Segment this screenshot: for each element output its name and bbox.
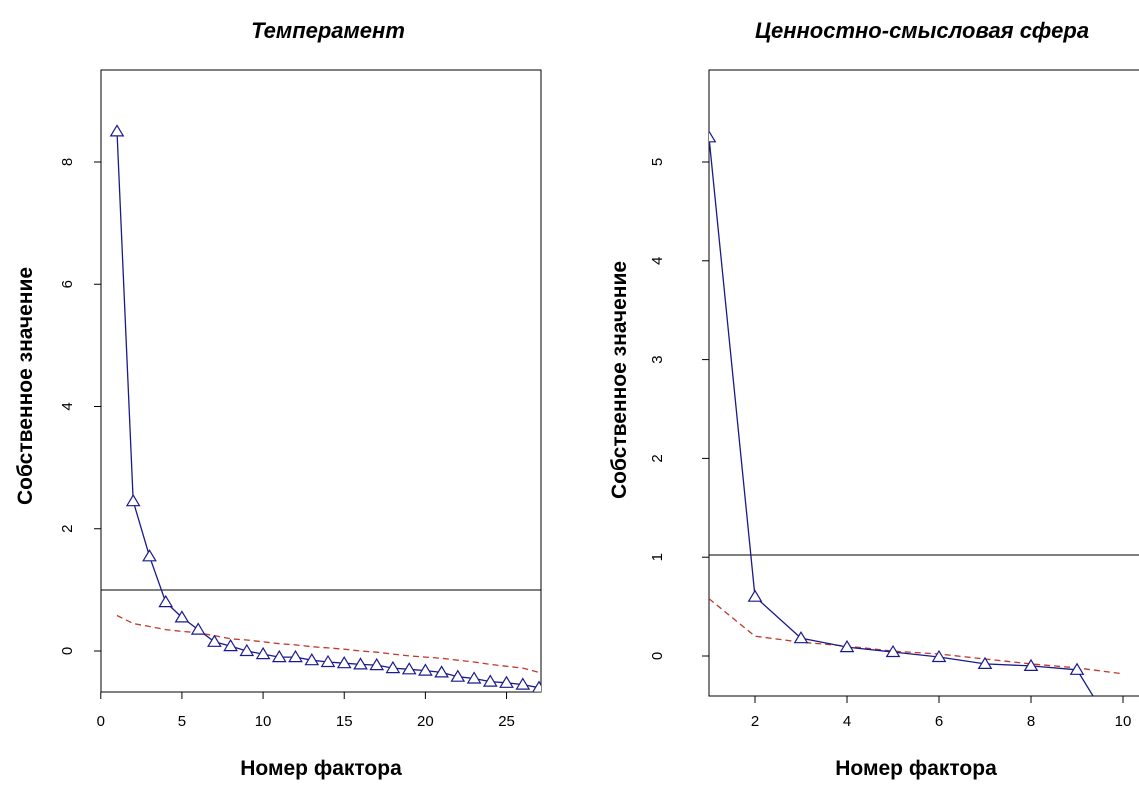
y-tick-label: 3: [649, 355, 666, 363]
x-tick-label: 0: [97, 713, 105, 730]
series-line-eigenvalues: [116, 131, 540, 689]
data-point-triangle: [142, 549, 157, 562]
plot-area: [709, 130, 1124, 696]
data-point-triangle: [385, 660, 401, 674]
x-tick-label: 2: [751, 713, 759, 730]
x-axis-label: Номер фактора: [835, 757, 997, 780]
x-tick-label: 25: [498, 713, 515, 730]
x-tick-label: 10: [1115, 713, 1132, 730]
series-line-random-eigenvalues: [709, 598, 1124, 675]
data-point-triangle: [499, 675, 514, 688]
data-point-triangle: [304, 653, 320, 666]
data-point-triangle: [482, 674, 498, 687]
plot-frame: [708, 69, 1139, 697]
data-point-triangle: [320, 654, 336, 668]
data-point-triangle: [223, 638, 238, 652]
data-point-triangle: [271, 649, 287, 663]
y-tick-label: 6: [59, 280, 76, 288]
y-tick-label: 5: [649, 158, 666, 166]
x-axis-label: Номер фактора: [240, 757, 402, 780]
data-point-triangle: [174, 610, 190, 623]
data-point-triangle: [255, 646, 271, 660]
data-point-triangle: [239, 643, 255, 657]
y-axis-label: Собственное значение: [14, 267, 37, 505]
data-point-triangle: [885, 644, 901, 658]
chart-panel-temperament: Темперамент 0 5 10 15 20 25 0 2 4 6 8 Номер факто…: [14, 18, 542, 780]
data-point-triangle: [401, 662, 417, 675]
series-line-eigenvalues: [709, 137, 1094, 696]
y-axis: 0 2 4 6 8: [59, 158, 102, 655]
data-point-triangle: [466, 671, 482, 684]
y-tick-label: 4: [649, 257, 666, 265]
y-tick-label: 8: [59, 158, 76, 166]
data-point-triangle: [839, 639, 855, 653]
x-tick-label: 10: [255, 713, 272, 730]
data-point-triangle: [158, 594, 174, 608]
chart-title: Ценностно-смысловая сфера: [755, 18, 1089, 43]
y-tick-label: 4: [59, 402, 76, 410]
chart-panel-value-sphere: Ценностно-смысловая сфера 2 4 6 8 10 012345 …: [608, 18, 1139, 780]
y-tick-label: 2: [649, 454, 666, 462]
x-tick-label: 4: [843, 713, 851, 730]
data-point-triangle: [353, 657, 368, 670]
y-tick-label: 0: [649, 652, 666, 660]
data-point-triangle: [532, 680, 541, 692]
data-point-triangle: [418, 663, 433, 676]
data-point-triangle: [109, 124, 125, 137]
x-tick-label: 6: [935, 713, 943, 730]
y-tick-label: 2: [59, 525, 76, 533]
data-point-triangle: [793, 631, 809, 644]
y-tick-label: 1: [649, 553, 666, 561]
data-point-triangle: [336, 656, 352, 669]
x-tick-label: 5: [178, 713, 186, 730]
data-point-triangle: [1069, 662, 1085, 675]
data-point-triangle: [288, 649, 303, 663]
x-tick-label: 20: [417, 713, 434, 730]
data-point-triangle: [931, 649, 947, 663]
x-axis: 0 5 10 15 20 25: [97, 691, 515, 730]
data-point-triangle: [977, 656, 993, 670]
x-tick-label: 15: [336, 713, 353, 730]
data-point-triangle: [207, 634, 222, 647]
x-tick-label: 8: [1027, 713, 1035, 730]
data-point-triangle: [190, 622, 206, 635]
data-point-triangle: [125, 494, 141, 507]
y-tick-label: 0: [59, 647, 76, 655]
y-axis: 0 1 2 3 4 5: [649, 158, 710, 660]
data-point-triangle: [709, 130, 717, 143]
series-line-random-eigenvalues: [116, 614, 540, 674]
y-axis-label: Собственное значение: [608, 261, 631, 499]
data-point-triangle: [369, 657, 385, 671]
data-point-triangle: [434, 665, 449, 678]
data-point-triangle: [1023, 658, 1039, 672]
x-axis: 2 4 6 8 10: [751, 695, 1132, 730]
data-point-triangle: [450, 669, 466, 682]
data-point-triangle: [515, 677, 531, 690]
plot-area: [109, 124, 541, 692]
chart-title: Темперамент: [251, 18, 405, 43]
data-point-triangle: [747, 589, 763, 602]
